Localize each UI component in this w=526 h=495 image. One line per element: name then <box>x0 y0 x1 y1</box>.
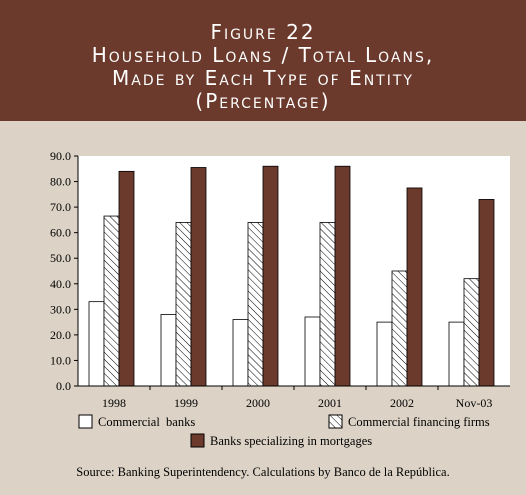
figure-header: Figure 22 Household Loans / Total Loans,… <box>0 0 526 121</box>
bar-chart: 0.010.020.030.040.050.060.070.080.090.0 … <box>50 149 510 448</box>
legend-label-commercial-banks: Commercial banks <box>98 415 195 429</box>
bar-mortgage-banks <box>262 165 279 387</box>
bar-commercial-banks <box>160 314 177 387</box>
bar-commercial-banks <box>304 316 321 387</box>
legend-label-commercial-financing-firms: Commercial financing firms <box>348 415 490 429</box>
bar-mortgage-banks <box>406 187 423 387</box>
y-tick-label: 70.0 <box>50 200 71 214</box>
y-tick-label: 50.0 <box>50 251 71 265</box>
bar-commercial-financing-firms <box>247 222 264 387</box>
x-tick-label: 2001 <box>318 396 342 410</box>
plot-area <box>78 156 510 386</box>
bar-commercial-financing-firms <box>103 215 120 387</box>
y-tick-label: 30.0 <box>50 302 71 316</box>
bar-commercial-banks <box>88 301 105 387</box>
y-tick-label: 20.0 <box>50 328 71 342</box>
legend-swatch-commercial-financing-firms <box>328 414 343 429</box>
x-tick-label: 1998 <box>102 396 126 410</box>
legend-swatch-mortgage-banks <box>190 433 205 448</box>
y-tick-label: 60.0 <box>50 226 71 240</box>
y-tick-label: 10.0 <box>50 353 71 367</box>
bar-commercial-financing-firms <box>391 270 408 387</box>
bar-mortgage-banks <box>118 170 135 387</box>
bar-mortgage-banks <box>478 199 495 387</box>
legend-label-mortgage-banks: Banks specializing in mortgages <box>210 434 372 448</box>
bar-commercial-banks <box>232 319 249 387</box>
bar-commercial-banks <box>448 321 465 387</box>
figure-title-line-2: Made by Each Type of Entity <box>112 66 414 90</box>
y-tick-label: 80.0 <box>50 175 71 189</box>
figure-title-line-3: (Percentage) <box>195 89 331 113</box>
source-note: Source: Banking Superintendency. Calcula… <box>76 465 450 479</box>
y-tick-label: 90.0 <box>50 149 71 163</box>
y-tick-label: 40.0 <box>50 277 71 291</box>
bar-commercial-financing-firms <box>463 278 480 387</box>
bar-mortgage-banks <box>190 167 207 387</box>
x-tick-label: 1999 <box>174 396 198 410</box>
x-tick-label: 2000 <box>246 396 270 410</box>
figure-title-line-1: Household Loans / Total Loans, <box>91 43 435 67</box>
x-tick-label: Nov-03 <box>456 396 493 410</box>
bar-commercial-financing-firms <box>175 222 192 387</box>
bar-commercial-banks <box>376 321 393 387</box>
x-tick-label: 2002 <box>390 396 414 410</box>
figure-number: Figure 22 <box>210 20 316 44</box>
y-tick-label: 0.0 <box>56 379 71 393</box>
bar-commercial-financing-firms <box>319 222 336 387</box>
bar-mortgage-banks <box>334 165 351 387</box>
legend-swatch-commercial-banks <box>78 414 93 429</box>
